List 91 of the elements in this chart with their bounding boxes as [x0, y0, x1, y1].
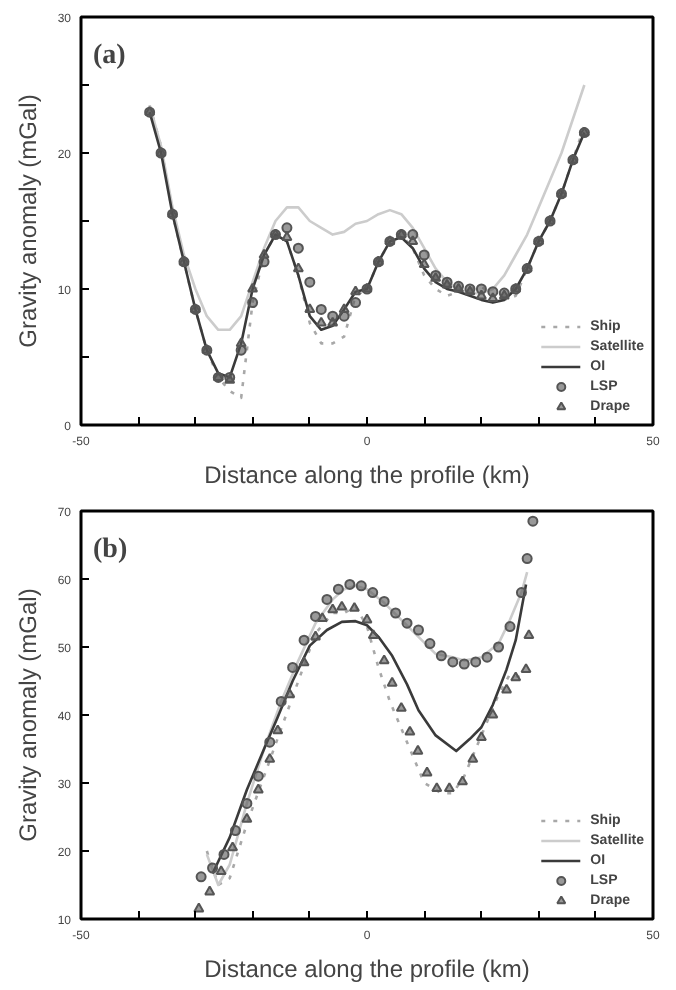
point [361, 613, 373, 624]
point [418, 249, 430, 261]
point [204, 885, 216, 896]
point [275, 695, 287, 707]
point [315, 303, 327, 315]
point [321, 593, 333, 605]
point [235, 337, 247, 347]
annotation: (a) [93, 41, 127, 71]
annotation: (b) [93, 535, 128, 565]
point [350, 285, 362, 296]
point [281, 222, 293, 234]
point [435, 650, 447, 662]
point [348, 602, 360, 612]
point [390, 607, 402, 619]
point [504, 621, 516, 633]
point [523, 629, 535, 640]
point [247, 297, 259, 309]
point [457, 775, 469, 786]
point [412, 744, 424, 755]
point [336, 600, 348, 611]
point [510, 671, 522, 682]
point [241, 797, 253, 809]
point [247, 282, 259, 293]
point [475, 731, 487, 742]
point [327, 603, 339, 614]
point [355, 580, 367, 592]
point [418, 258, 430, 269]
point [515, 587, 527, 599]
point [315, 316, 327, 327]
point [292, 242, 304, 254]
point [458, 658, 470, 670]
point [378, 654, 390, 665]
point [287, 661, 299, 673]
point [316, 612, 328, 623]
point [327, 316, 339, 327]
point [443, 782, 455, 793]
point [421, 766, 433, 777]
point [487, 292, 499, 303]
point [252, 770, 264, 782]
point [424, 638, 436, 650]
point [447, 656, 459, 668]
point [338, 303, 350, 313]
y-axis-title: Gravity anomaly (mGal) [13, 94, 42, 348]
point [281, 231, 293, 241]
point [252, 783, 264, 794]
point [304, 303, 316, 313]
point [344, 578, 356, 590]
point [241, 812, 253, 823]
point [298, 656, 310, 667]
point [401, 617, 413, 629]
point [493, 641, 505, 653]
point [350, 297, 362, 309]
point [378, 595, 390, 607]
point [284, 688, 296, 699]
point [470, 656, 482, 668]
point [304, 276, 316, 288]
point [527, 515, 539, 527]
point [332, 583, 344, 595]
point [229, 825, 241, 837]
point [298, 634, 310, 646]
point [310, 630, 322, 641]
point [292, 262, 304, 273]
point [264, 753, 276, 763]
point [264, 736, 276, 748]
y-axis-title: Gravity anomaly (mGal) [13, 588, 42, 842]
point [487, 708, 499, 719]
point [367, 629, 379, 640]
point [386, 676, 398, 687]
point [193, 902, 205, 913]
point [521, 553, 533, 565]
point [467, 753, 479, 763]
point [195, 871, 207, 883]
point [431, 782, 443, 793]
point [215, 865, 227, 875]
point [412, 624, 424, 636]
point [310, 610, 322, 622]
point [367, 587, 379, 599]
point [395, 702, 407, 712]
point [501, 683, 513, 694]
point [481, 651, 493, 663]
point [258, 248, 270, 259]
point [404, 725, 416, 736]
point [475, 289, 487, 300]
point [520, 663, 532, 674]
point [218, 848, 230, 860]
x-axis-title: Distance along the profile (km) [204, 955, 530, 983]
point [272, 724, 284, 735]
point [207, 862, 219, 874]
x-axis-title: Distance along the profile (km) [204, 461, 530, 489]
point [407, 235, 419, 245]
point [227, 841, 239, 852]
